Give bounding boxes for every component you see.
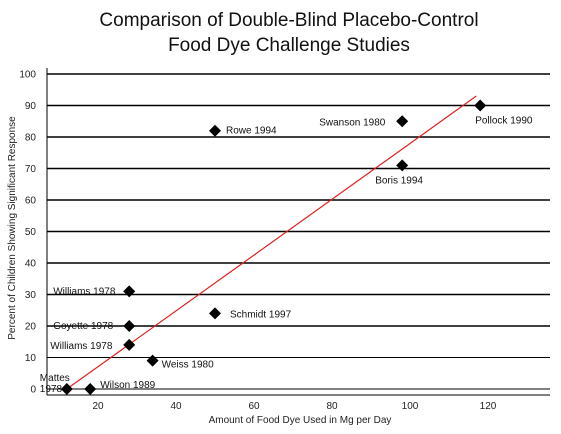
data-points — [60, 99, 487, 395]
point-label-7: Rowe 1994 — [226, 126, 277, 137]
x-tick-label-40: 40 — [170, 401, 182, 412]
chart-title-line-2: Food Dye Challenge Studies — [168, 35, 410, 56]
x-tick-labels: 20 40 60 80 100 120 — [92, 401, 496, 412]
x-tick-label-80: 80 — [326, 401, 338, 412]
point-label-9: Boris 1994 — [375, 175, 423, 186]
x-tick-label-20: 20 — [92, 401, 104, 412]
x-tick-label-60: 60 — [248, 401, 260, 412]
y-axis-label: Percent of Children Showing Significant … — [7, 116, 18, 340]
point-label-3: Goyette 1978 — [53, 321, 113, 332]
data-point-6 — [209, 307, 221, 320]
y-tick-label-30: 30 — [25, 290, 37, 301]
data-point-7 — [209, 124, 221, 137]
data-point-9 — [396, 159, 409, 172]
data-point-3 — [123, 320, 136, 332]
point-label-6: Schmidt 1997 — [230, 309, 292, 320]
point-label-10: Pollock 1990 — [475, 116, 533, 127]
y-tick-label-80: 80 — [25, 133, 37, 144]
data-point-10 — [474, 99, 487, 112]
trendline — [66, 95, 477, 390]
y-tick-label-20: 20 — [25, 322, 37, 333]
y-tick-label-50: 50 — [25, 227, 37, 238]
point-label-0: Mattes 1978 — [40, 373, 70, 395]
x-axis-label: Amount of Food Dye Used in Mg per Day — [209, 415, 392, 426]
data-point-5 — [146, 354, 159, 367]
y-tick-label-40: 40 — [25, 259, 37, 270]
data-point-0 — [60, 383, 73, 395]
y-tick-label-90: 90 — [25, 101, 37, 112]
data-point-2 — [123, 285, 136, 298]
point-label-2: Williams 1978 — [53, 286, 116, 297]
data-point-8 — [396, 115, 409, 128]
y-tick-label-10: 10 — [25, 353, 37, 364]
y-tick-label-60: 60 — [25, 196, 37, 207]
point-label-1: Wilson 1989 — [100, 380, 155, 391]
plot-frame — [46, 68, 550, 396]
chart-title-line-1: Comparison of Double-Blind Placebo-Contr… — [99, 10, 478, 31]
point-label-5: Weiss 1980 — [162, 360, 215, 371]
y-tick-label-70: 70 — [25, 164, 37, 175]
y-tick-labels: 0 10 20 30 40 50 60 70 80 90 100 — [19, 70, 36, 396]
data-point-1 — [84, 383, 97, 395]
x-tick-label-100: 100 — [402, 401, 419, 412]
point-label-8: Swanson 1980 — [319, 117, 386, 128]
y-tick-label-100: 100 — [19, 70, 36, 81]
y-tick-label-0: 0 — [30, 385, 36, 396]
point-label-4: Williams 1978 — [50, 341, 113, 352]
point-labels: Mattes 1978 Wilson 1989 Williams 1978 Goyett… — [40, 116, 533, 396]
x-tick-label-120: 120 — [480, 401, 497, 412]
trendline-group — [66, 95, 477, 390]
data-point-4 — [123, 338, 136, 351]
